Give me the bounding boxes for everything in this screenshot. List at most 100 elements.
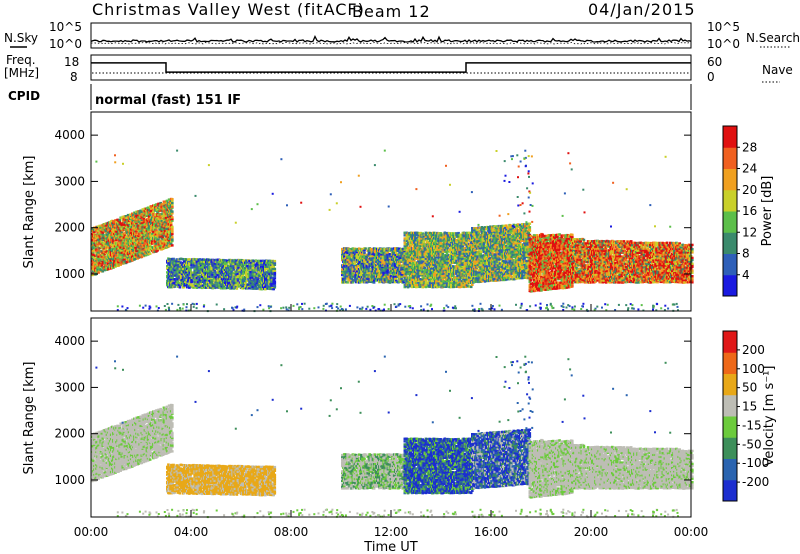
power-cell (347, 270, 350, 273)
power-cell (118, 254, 121, 257)
power-cell (93, 230, 96, 234)
cpid-label: CPID (8, 89, 40, 103)
power-cell (224, 260, 227, 264)
power-cell (140, 229, 144, 233)
power-cell (129, 257, 133, 261)
power-cell (253, 270, 257, 274)
power-cell (385, 278, 389, 282)
power-cell (101, 270, 105, 273)
power-cell (399, 249, 402, 252)
power-cell (137, 216, 140, 219)
power-cell (380, 253, 383, 256)
power-cell (435, 267, 438, 270)
power-cell (394, 255, 397, 258)
power-cell (418, 235, 421, 239)
power-cell (381, 262, 384, 265)
power-cell (183, 277, 187, 280)
power-cell (196, 282, 200, 286)
power-cell (105, 233, 109, 236)
power-cell (428, 237, 432, 240)
power-cell (115, 254, 118, 257)
power-cell (143, 224, 147, 227)
power-cell (171, 259, 174, 262)
power-cell (373, 256, 377, 260)
power-cell (348, 248, 351, 251)
power-cell (264, 278, 267, 281)
power-cell (107, 251, 111, 254)
power-cell (264, 269, 267, 272)
power-cell (356, 264, 360, 267)
power-cell (439, 242, 442, 246)
power-cell (242, 259, 246, 262)
power-cell (123, 234, 127, 237)
power-cell (402, 281, 405, 284)
power-cell (171, 230, 174, 234)
power-cell (135, 222, 138, 225)
power-cell (168, 270, 171, 274)
power-cell (100, 264, 104, 267)
power-cell (352, 269, 356, 272)
power-cell (271, 286, 274, 289)
power-cell (125, 243, 129, 247)
power-cell (408, 250, 412, 253)
power-cell (392, 251, 396, 254)
power-cell (171, 203, 174, 206)
power-cell (171, 225, 174, 229)
power-cell (106, 266, 110, 269)
power-cell (427, 267, 431, 270)
power-cell (439, 232, 442, 235)
power-cell (417, 276, 420, 279)
power-cell (147, 228, 151, 231)
power-cell (380, 255, 383, 258)
power-cell (424, 250, 428, 253)
noise-panel (90, 22, 692, 49)
power-cell (151, 240, 154, 243)
power-cell (362, 278, 365, 282)
power-cell (409, 256, 413, 259)
power-cell (127, 222, 131, 226)
power-cell (363, 251, 366, 255)
power-cell (234, 272, 238, 275)
power-cell (414, 284, 417, 287)
power-cell (140, 221, 144, 225)
power-cell (403, 237, 407, 240)
power-cell (167, 230, 171, 233)
power-cell (142, 217, 146, 220)
power-cell (255, 263, 259, 266)
power-cell (406, 286, 410, 289)
power-cell (171, 205, 174, 208)
power-cell (195, 264, 199, 267)
power-cell (343, 266, 346, 269)
power-cell (141, 241, 145, 244)
station-title: Christmas Valley West (fitACF) (92, 0, 365, 19)
power-cell (232, 271, 235, 275)
power-cell (259, 272, 263, 276)
power-cell (188, 286, 191, 289)
power-cell (179, 274, 183, 278)
power-cell (195, 278, 199, 282)
power-cell (264, 276, 267, 279)
power-cell (91, 239, 94, 242)
power-cell (134, 257, 137, 260)
power-cell (210, 281, 213, 284)
power-cell (178, 273, 182, 276)
power-cell (125, 236, 129, 239)
power-cell (112, 266, 115, 269)
power-cell (364, 247, 367, 250)
power-cell (116, 256, 119, 260)
power-cell (241, 276, 245, 279)
power-cell (108, 263, 112, 266)
power-cell (424, 282, 428, 285)
power-cell (432, 265, 435, 268)
power-cell (395, 251, 398, 255)
power-cell (437, 263, 440, 266)
power-cell (119, 261, 122, 265)
power-cell (352, 255, 356, 258)
power-cell (367, 266, 371, 269)
power-cell (372, 281, 376, 284)
power-cell (177, 283, 181, 287)
power-cell (405, 255, 409, 259)
power-cell (211, 273, 214, 276)
power-cell (414, 256, 417, 259)
power-cell (264, 266, 267, 270)
